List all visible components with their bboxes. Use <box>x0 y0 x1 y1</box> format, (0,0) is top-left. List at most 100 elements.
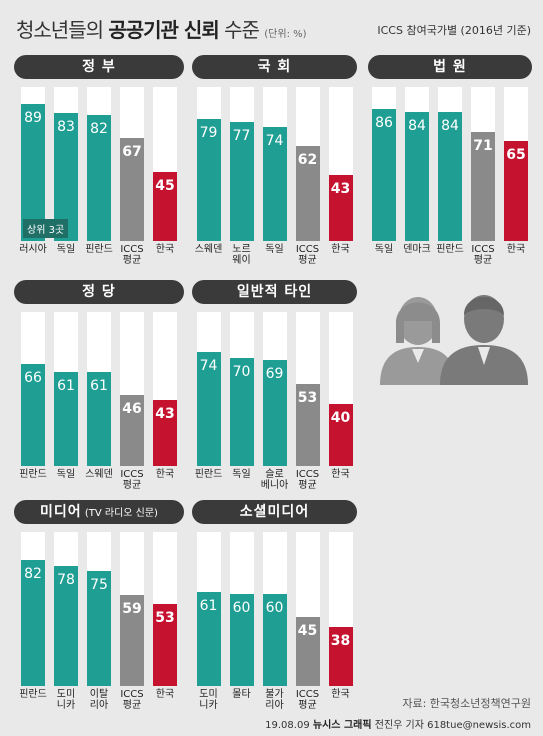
bar: 82 <box>87 114 111 241</box>
bar-track: 61 <box>87 312 111 466</box>
category-label: 핀란드 <box>85 244 113 255</box>
data-label: 86 <box>375 114 393 131</box>
data-label: 77 <box>232 128 251 145</box>
data-label: 82 <box>90 120 108 137</box>
top3-annotation: 상위 3곳 <box>23 219 69 238</box>
data-label: 79 <box>199 125 218 142</box>
bar: 61 <box>54 372 78 466</box>
bar: 86 <box>372 108 396 241</box>
category-label: 한국 <box>331 689 350 700</box>
bar: 62 <box>295 145 320 241</box>
bar: 43 <box>328 174 353 241</box>
data-label: 67 <box>122 143 142 160</box>
bar: 60 <box>229 593 254 686</box>
category-label: 도미 니카 <box>56 689 76 711</box>
bar: 78 <box>54 565 78 686</box>
category-label: 핀란드 <box>436 244 464 255</box>
category-label: ICCS 평균 <box>120 244 144 266</box>
bar: 84 <box>438 111 462 241</box>
data-label: 45 <box>155 177 175 194</box>
data-label: 60 <box>265 599 284 616</box>
data-label: 83 <box>57 119 75 136</box>
bar-track: 61 <box>196 532 221 686</box>
category-label: ICCS 평균 <box>120 469 144 491</box>
bar-track: 82 <box>87 87 111 241</box>
bar-track: 60 <box>262 532 287 686</box>
category-label: 한국 <box>331 469 350 480</box>
bar-track: 82 <box>21 532 45 686</box>
category-label: 스웨덴 <box>194 244 223 255</box>
data-label: 60 <box>232 599 251 616</box>
data-label: 61 <box>57 378 75 395</box>
category-label: 이탈 리아 <box>89 689 109 711</box>
chart-title-text: 미디어 <box>40 504 82 520</box>
data-label: 89 <box>24 109 42 126</box>
data-label: 38 <box>330 633 351 650</box>
students-illustration-icon <box>380 295 528 385</box>
bar-track: 45 <box>153 87 177 241</box>
bar: 69 <box>262 359 287 466</box>
category-label: 독일 <box>56 244 76 255</box>
category-label: ICCS 평균 <box>471 244 495 266</box>
data-label: 78 <box>57 571 75 588</box>
category-label: ICCS 평균 <box>295 469 320 491</box>
bar-track: 74 <box>262 87 287 241</box>
data-label: 53 <box>155 610 175 627</box>
data-label: 62 <box>297 151 318 168</box>
bar-track: 89 <box>21 87 45 241</box>
bar-track: 84 <box>438 87 462 241</box>
data-label: 84 <box>441 117 459 134</box>
chart-title: 미디어 (TV 라디오 신문) <box>14 500 184 524</box>
bar: 45 <box>295 616 320 686</box>
chart-title: 일반적 타인 <box>192 280 357 304</box>
category-label: 한국 <box>155 689 175 700</box>
bar: 74 <box>196 352 221 466</box>
unit-label: (단위: %) <box>264 29 307 40</box>
bar-track: 71 <box>471 87 495 241</box>
chart-panel-2: 법 원 86 독일 84 덴마크 84 핀란드 71 ICCS 평균 65 한국 <box>368 55 532 270</box>
bar: 82 <box>21 559 45 686</box>
chart-title: 법 원 <box>368 55 532 79</box>
data-label: 71 <box>473 137 493 154</box>
chart-title-text: 정 부 <box>82 59 116 75</box>
chart-title-text: 일반적 타인 <box>236 284 313 300</box>
bar: 89 <box>21 103 45 241</box>
chart-panel-6: 소셜미디어 61 도미 니카 60 몰타 60 불가 리아 45 ICCS 평균 38 한국 <box>192 500 357 715</box>
bar-track: 69 <box>262 312 287 466</box>
category-label: 한국 <box>155 469 175 480</box>
category-label: 독일 <box>232 469 251 480</box>
category-label: 독일 <box>265 244 284 255</box>
bar-track: 45 <box>295 532 320 686</box>
chart-panel-1: 국 회 79 스웨덴 77 노르 웨이 74 독일 62 ICCS 평균 43 한국 <box>192 55 357 270</box>
bar-track: 43 <box>153 312 177 466</box>
bar: 70 <box>229 358 254 466</box>
data-label: 61 <box>199 598 218 615</box>
bar: 53 <box>153 604 177 686</box>
bar-track: 40 <box>328 312 353 466</box>
category-label: 노르 웨이 <box>232 244 251 266</box>
data-label: 65 <box>506 146 526 163</box>
category-label: 핀란드 <box>194 469 223 480</box>
category-label: 한국 <box>506 244 526 255</box>
bar: 75 <box>87 570 111 686</box>
chart-panel-5: 미디어 (TV 라디오 신문) 82 핀란드 78 도미 니카 75 이탈 리아 59 ICCS… <box>14 500 184 715</box>
category-label: 한국 <box>155 244 175 255</box>
bar: 53 <box>295 384 320 466</box>
chart-panel-0: 정 부 89 러시아 83 독일 82 핀란드 67 ICCS 평균 45 한국 상위 3곳 <box>14 55 184 270</box>
data-label: 84 <box>408 117 426 134</box>
chart-panel-3: 정 당 66 핀란드 61 독일 61 스웨덴 46 ICCS 평균 43 한국 <box>14 280 184 495</box>
chart-title: 국 회 <box>192 55 357 79</box>
bar-track: 79 <box>196 87 221 241</box>
category-label: 핀란드 <box>19 469 47 480</box>
bar: 77 <box>229 122 254 241</box>
bar: 40 <box>328 404 353 466</box>
data-label: 74 <box>199 358 218 375</box>
data-label: 53 <box>297 390 318 407</box>
bar-track: 84 <box>405 87 429 241</box>
bar: 66 <box>21 364 45 466</box>
data-label: 82 <box>24 565 42 582</box>
bar-track: 78 <box>54 532 78 686</box>
data-label: 70 <box>232 364 251 381</box>
data-label: 40 <box>330 410 351 427</box>
category-label: 러시아 <box>19 244 47 255</box>
